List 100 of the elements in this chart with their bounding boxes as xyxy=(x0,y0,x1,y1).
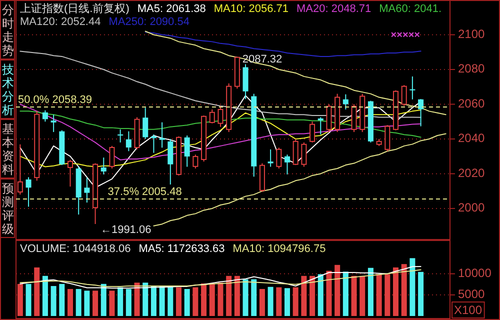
text: MA20: 2048.71 xyxy=(296,3,372,15)
bar xyxy=(410,258,416,316)
candlestick xyxy=(284,154,290,175)
bar xyxy=(34,267,40,316)
candlestick xyxy=(301,142,307,168)
ref-line-label: 50.0% 2058.39 xyxy=(18,94,92,106)
candlestick xyxy=(384,124,390,152)
candlestick xyxy=(276,147,282,170)
bar xyxy=(259,288,265,316)
candlestick xyxy=(84,177,90,204)
bar xyxy=(84,290,90,316)
candlestick xyxy=(126,130,132,152)
candlestick xyxy=(67,159,74,188)
bar xyxy=(418,272,424,316)
candlestick xyxy=(142,107,148,140)
candlestick xyxy=(326,104,332,133)
bar xyxy=(176,287,182,316)
candlestick xyxy=(109,145,115,170)
text: MA5: 2061.38 xyxy=(137,3,206,15)
candlestick xyxy=(410,76,416,100)
bar xyxy=(67,288,74,316)
line-series xyxy=(20,266,422,289)
bar xyxy=(100,284,106,316)
bar xyxy=(226,276,232,316)
line-series xyxy=(20,269,422,287)
chart-title: 上证指数(日线.前复权) xyxy=(20,2,130,15)
y-tick-label: 2020 xyxy=(458,166,486,180)
bar xyxy=(301,276,307,316)
candlestick xyxy=(42,110,48,122)
candlestick xyxy=(159,122,165,148)
candlestick xyxy=(318,116,324,135)
bar xyxy=(310,276,316,316)
bar xyxy=(368,268,374,316)
bar xyxy=(118,287,124,316)
bar xyxy=(351,276,357,316)
bar xyxy=(251,279,257,316)
y-tick-label: 2080 xyxy=(458,62,486,76)
candlestick xyxy=(209,108,215,124)
annotation: ××××× xyxy=(390,30,420,41)
text: MA60: 2041. xyxy=(379,3,442,15)
candlestick xyxy=(168,138,174,185)
bar xyxy=(192,287,198,316)
y-tick-label: 2000 xyxy=(458,200,486,215)
bar xyxy=(159,286,165,316)
bar xyxy=(242,279,248,316)
candlestick xyxy=(268,148,274,168)
y-tick-label: 5000 xyxy=(458,287,486,302)
annotation: ←1991.06 xyxy=(100,224,152,236)
candlestick xyxy=(192,154,198,170)
bar xyxy=(42,276,48,316)
candlestick xyxy=(118,128,124,143)
candlestick xyxy=(292,138,298,166)
bar xyxy=(318,274,324,316)
text: MA120: 2052.44 xyxy=(20,16,101,28)
bar xyxy=(59,284,65,316)
candlestick xyxy=(26,176,32,208)
y-tick-label: 2100 xyxy=(458,26,486,41)
y-tick-label: 2060 xyxy=(458,96,486,110)
bar xyxy=(109,290,115,316)
bar xyxy=(376,274,382,316)
bar xyxy=(392,267,399,316)
bar xyxy=(401,264,407,316)
bar xyxy=(218,282,224,316)
text: MA5: 1172633.63 xyxy=(138,243,225,255)
bar xyxy=(76,288,82,316)
bar xyxy=(168,286,174,316)
candlestick xyxy=(17,144,23,196)
bar xyxy=(126,288,132,316)
bar xyxy=(17,284,23,316)
candlestick xyxy=(418,98,424,127)
bar xyxy=(92,290,98,316)
bar xyxy=(342,272,348,316)
bar xyxy=(134,282,140,316)
candlestick xyxy=(310,121,316,143)
text: MA10: 1094796.75 xyxy=(232,243,326,255)
annotation: 2087.32 xyxy=(242,54,282,66)
chart-title: VOLUME: 1044918.06 xyxy=(20,243,131,255)
series-label: MA250: 2090.54 xyxy=(108,16,190,28)
line-series xyxy=(20,50,422,118)
candlestick xyxy=(218,105,224,128)
candlestick xyxy=(100,157,106,175)
y-tick-label: 2040 xyxy=(458,131,486,146)
bar xyxy=(268,286,274,316)
candlestick xyxy=(351,104,357,133)
bar xyxy=(276,287,282,316)
bar xyxy=(50,286,56,316)
ref-line-label: 37.5% 2005.48 xyxy=(108,186,182,198)
candlestick xyxy=(50,114,56,133)
bar xyxy=(360,276,366,316)
candlestick xyxy=(184,135,190,168)
text: MA10: 2056.71 xyxy=(214,3,289,15)
bar xyxy=(150,286,156,316)
picture-side-tabs: 分时走势 技术分析 基本资料 预测评级 xyxy=(0,0,15,238)
bar xyxy=(326,270,332,316)
bar xyxy=(201,283,207,316)
bar xyxy=(384,274,390,316)
bar xyxy=(234,276,240,316)
bar xyxy=(26,284,32,316)
bar xyxy=(184,288,190,316)
candlestick xyxy=(342,94,348,110)
